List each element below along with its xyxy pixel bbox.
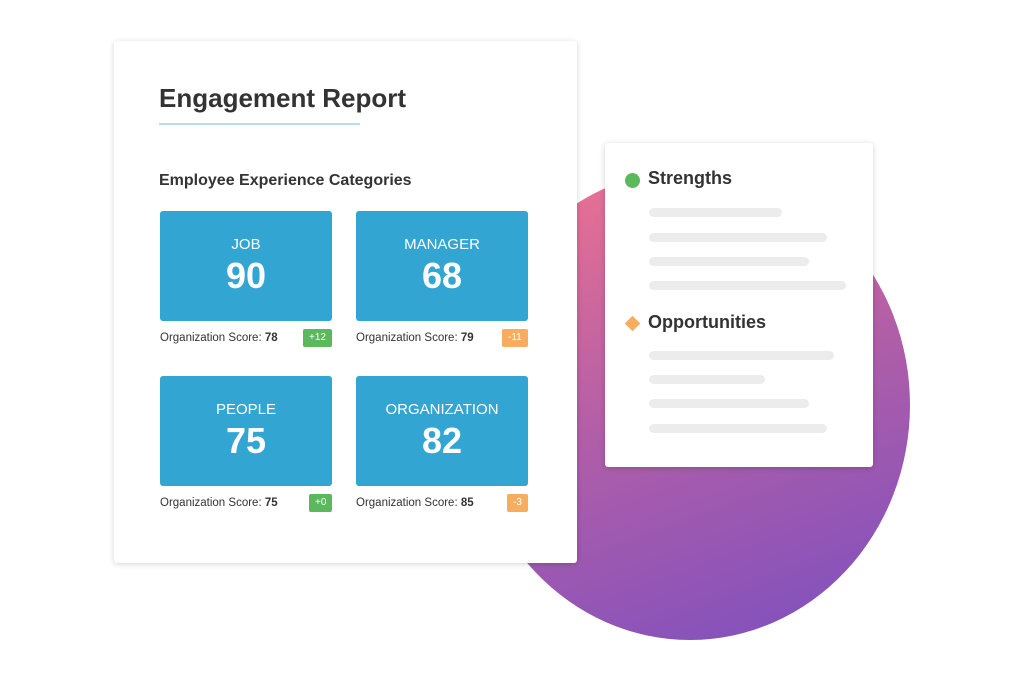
opportunities-icon bbox=[624, 315, 641, 332]
title-rule bbox=[159, 123, 360, 125]
strengths-heading: Strengths bbox=[648, 168, 733, 188]
category-name: ORGANIZATION bbox=[385, 401, 499, 418]
organization-score: Organization Score: 79 bbox=[356, 332, 474, 344]
category-score: 75 bbox=[225, 420, 267, 461]
report-panel: Engagement Report Employee Experience Ca… bbox=[114, 41, 577, 563]
organization-score-value: 85 bbox=[460, 497, 474, 509]
category-tile: JOB 90 bbox=[160, 211, 332, 321]
placeholder-line bbox=[649, 233, 827, 242]
score-delta: -3 bbox=[507, 494, 528, 512]
report-title: Engagement Report bbox=[159, 83, 407, 113]
category-tile: PEOPLE 75 bbox=[160, 376, 332, 486]
category-score: 82 bbox=[421, 420, 463, 461]
organization-score: Organization Score: 78 bbox=[160, 332, 278, 344]
score-delta: +12 bbox=[303, 329, 332, 347]
opportunities-heading: Opportunities bbox=[648, 312, 766, 332]
organization-score-label: Organization Score: bbox=[160, 497, 262, 509]
category-name: PEOPLE bbox=[215, 401, 277, 418]
category-score: 68 bbox=[421, 255, 463, 296]
placeholder-line bbox=[649, 257, 809, 266]
organization-score-value: 79 bbox=[460, 332, 474, 344]
category-score: 90 bbox=[225, 255, 267, 296]
organization-score-label: Organization Score: bbox=[356, 332, 458, 344]
organization-score-value: 78 bbox=[264, 332, 278, 344]
category-tile: MANAGER 68 bbox=[356, 211, 528, 321]
placeholder-line bbox=[649, 375, 765, 384]
organization-score-value: 75 bbox=[264, 497, 278, 509]
placeholder-line bbox=[649, 281, 846, 290]
organization-score-label: Organization Score: bbox=[160, 332, 262, 344]
placeholder-line bbox=[649, 351, 834, 360]
organization-score: Organization Score: 75 bbox=[160, 497, 278, 509]
score-delta: +0 bbox=[309, 494, 333, 512]
organization-score: Organization Score: 85 bbox=[356, 497, 474, 509]
insights-panel: Strengths Opportunities bbox=[605, 143, 873, 467]
placeholder-line bbox=[649, 399, 809, 408]
strengths-icon bbox=[625, 173, 640, 188]
organization-score-label: Organization Score: bbox=[356, 497, 458, 509]
category-name: JOB bbox=[231, 236, 261, 253]
score-delta: -11 bbox=[502, 329, 528, 347]
placeholder-line bbox=[649, 208, 782, 217]
category-name: MANAGER bbox=[404, 236, 480, 253]
report-subtitle: Employee Experience Categories bbox=[159, 172, 412, 189]
category-tile: ORGANIZATION 82 bbox=[356, 376, 528, 486]
placeholder-line bbox=[649, 424, 827, 433]
